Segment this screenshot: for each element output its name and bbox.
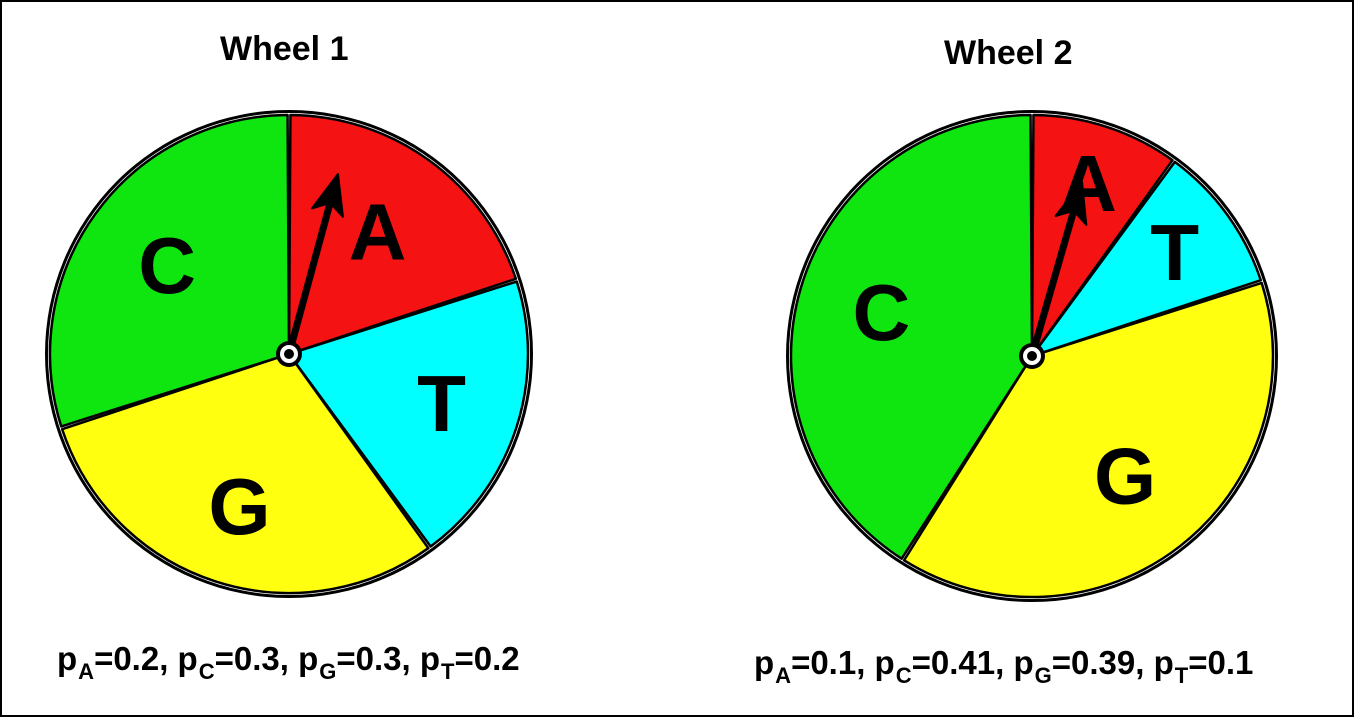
probability-term: pG=0.39, <box>1013 644 1154 688</box>
slice-label-t: T <box>1150 208 1199 297</box>
slice-label-g: G <box>1094 432 1156 521</box>
wheel-2-probabilities: pA=0.1, pC=0.41, pG=0.39, pT=0.1 <box>754 644 1253 689</box>
probability-subscript: G <box>1034 663 1052 688</box>
slice-g <box>902 281 1275 599</box>
wheel-2-title: Wheel 2 <box>944 34 1073 72</box>
spinner-arrow-icon <box>285 173 344 358</box>
wheel-1-probabilities: pA=0.2, pC=0.3, pG=0.3, pT=0.2 <box>57 640 520 685</box>
spinner-hub-icon <box>1019 343 1045 369</box>
slice-label-c: C <box>853 268 911 357</box>
probability-subscript: C <box>895 663 912 688</box>
slice-a <box>287 113 518 356</box>
slice-label-a: A <box>349 188 407 277</box>
probability-term: pA=0.2, <box>57 640 178 684</box>
slice-label-g: G <box>208 462 270 551</box>
slice-t <box>287 280 530 548</box>
slice-g <box>60 352 430 595</box>
spinner-hub-icon <box>276 341 302 367</box>
probability-symbol: p <box>298 640 319 677</box>
probability-term: pC=0.41, <box>874 644 1014 688</box>
probability-symbol: p <box>57 640 78 677</box>
probability-symbol: p <box>1013 644 1034 681</box>
probability-value: =0.2, <box>94 640 178 677</box>
probability-subscript: A <box>78 659 95 684</box>
probability-subscript: T <box>441 659 455 684</box>
slice-c <box>789 113 1034 560</box>
probability-term: pC=0.3, <box>177 640 299 684</box>
probability-subscript: T <box>1174 663 1189 688</box>
wheel-1-title: Wheel 1 <box>220 30 349 68</box>
probability-subscript: G <box>319 659 337 684</box>
slice-a <box>1030 113 1174 358</box>
probability-term: pT=0.1 <box>1153 644 1254 688</box>
spinner-arrow-icon <box>1028 181 1088 360</box>
probability-value: =0.2 <box>454 640 520 677</box>
probability-value: =0.1, <box>791 644 875 681</box>
slice-label-a: A <box>1059 139 1117 228</box>
probability-subscript: C <box>198 659 215 684</box>
probability-symbol: p <box>754 644 775 681</box>
slice-t <box>1030 160 1262 358</box>
probability-subscript: A <box>775 663 792 688</box>
slice-label-c: C <box>138 221 196 310</box>
probability-symbol: p <box>874 644 895 681</box>
probability-term: pT=0.2 <box>419 640 520 684</box>
slice-label-t: T <box>417 359 466 448</box>
probability-symbol: p <box>177 640 198 677</box>
probability-value: =0.3, <box>336 640 420 677</box>
slice-c <box>48 113 291 428</box>
probability-term: pA=0.1, <box>754 644 875 688</box>
probability-symbol: p <box>419 640 441 677</box>
probability-value: =0.41, <box>911 644 1014 681</box>
probability-value: =0.39, <box>1051 644 1154 681</box>
probability-symbol: p <box>1153 644 1174 681</box>
probability-value: =0.3, <box>214 640 299 677</box>
probability-value: =0.1 <box>1188 644 1254 681</box>
probability-term: pG=0.3, <box>298 640 420 684</box>
